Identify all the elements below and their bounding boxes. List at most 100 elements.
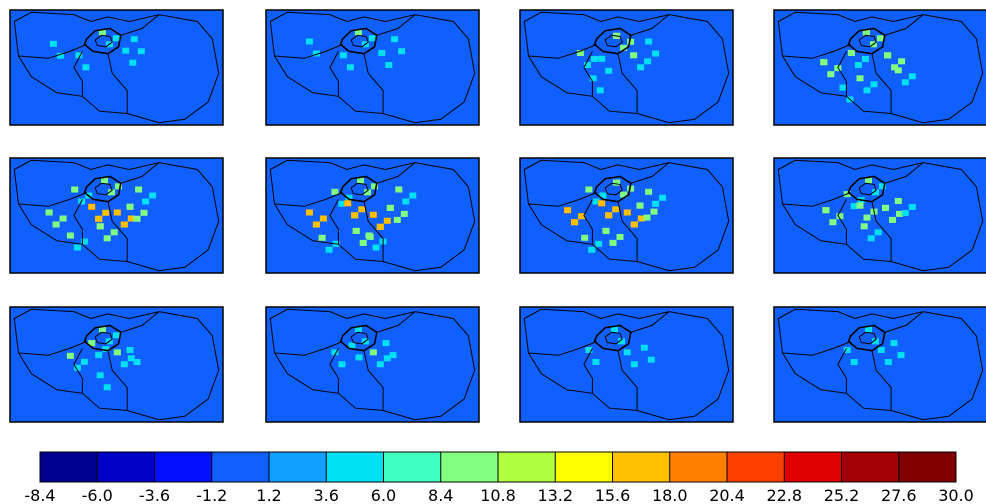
department-boundary — [18, 44, 87, 59]
map-panel — [265, 9, 480, 126]
data-cell — [822, 207, 830, 214]
city-boundary — [604, 331, 623, 345]
data-cell — [630, 221, 638, 228]
data-cell — [140, 209, 148, 216]
data-cell — [585, 347, 593, 353]
department-boundary — [528, 192, 597, 207]
panel-frame — [773, 157, 986, 274]
data-cell — [645, 188, 653, 195]
data-cell — [382, 340, 390, 347]
data-cell — [386, 204, 394, 211]
data-cell — [894, 198, 902, 204]
data-cell — [637, 215, 645, 222]
map-panel — [265, 306, 480, 423]
data-cell — [376, 361, 384, 368]
ring-boundary — [339, 27, 378, 55]
data-cell — [103, 235, 111, 242]
map-panel — [519, 157, 734, 274]
data-cell — [652, 50, 660, 57]
map-panel — [519, 306, 734, 423]
data-cell — [98, 29, 106, 36]
department-boundary — [630, 162, 670, 184]
data-cell — [355, 354, 363, 361]
data-cell — [879, 183, 886, 190]
data-cell — [365, 232, 373, 239]
data-cell — [901, 210, 909, 216]
department-boundary — [782, 44, 851, 59]
region-boundary — [13, 308, 220, 421]
data-cell — [897, 352, 905, 359]
data-cell — [571, 219, 579, 226]
data-cell — [409, 192, 417, 199]
data-cell — [383, 355, 391, 362]
city-boundary — [350, 331, 369, 345]
data-cell — [395, 186, 403, 193]
ring-boundary — [339, 175, 378, 203]
data-cell — [644, 58, 652, 65]
panel-frame — [519, 9, 734, 126]
department-boundary — [837, 199, 847, 245]
colorbar-segment — [154, 452, 213, 482]
department-boundary — [73, 199, 83, 245]
data-cell — [588, 246, 596, 253]
data-cell — [609, 239, 617, 246]
city-boundary — [858, 34, 877, 48]
data-cell — [135, 186, 143, 193]
department-boundary — [583, 51, 593, 97]
city-boundary — [858, 331, 877, 345]
department-boundary — [884, 311, 924, 333]
colorbar-segment — [211, 452, 270, 482]
colorbar-segment — [269, 452, 327, 482]
data-cell — [637, 64, 645, 71]
data-cell — [133, 215, 141, 222]
map-panel — [9, 9, 224, 126]
department-boundary — [363, 350, 384, 411]
data-cell — [898, 58, 906, 65]
panel-frame — [265, 9, 480, 126]
colorbar-tick-label: 8.4 — [428, 486, 453, 504]
data-cell — [630, 361, 638, 368]
data-cell — [884, 52, 892, 59]
region-boundary — [13, 159, 220, 272]
data-cell — [98, 326, 106, 333]
department-boundary — [617, 350, 638, 411]
map-panel — [773, 9, 986, 126]
data-cell — [856, 75, 864, 82]
data-cell — [882, 204, 889, 211]
data-cell — [372, 244, 380, 251]
department-boundary — [107, 350, 128, 411]
data-cell — [854, 62, 862, 68]
data-cell — [56, 52, 64, 59]
colorbar-tick-label: -6.0 — [82, 486, 113, 504]
data-cell — [643, 214, 651, 221]
colorbar-tick-label: 13.2 — [537, 486, 573, 504]
region-boundary — [523, 159, 730, 272]
data-cell — [122, 47, 130, 54]
department-boundary — [329, 51, 339, 97]
data-cell — [391, 36, 399, 43]
data-cell — [863, 214, 871, 221]
city-boundary — [350, 182, 369, 196]
data-cell — [393, 216, 401, 223]
colorbar-tick-label: 10.8 — [480, 486, 516, 504]
region-boundary — [269, 308, 476, 421]
data-cell — [312, 50, 320, 57]
data-cell — [96, 372, 104, 379]
map-panel — [773, 157, 986, 274]
colorbar-segment — [669, 452, 728, 482]
data-cell — [630, 52, 638, 59]
department-boundary — [274, 192, 343, 207]
data-cell — [312, 221, 320, 228]
department-boundary — [617, 53, 638, 114]
ring-boundary — [593, 324, 632, 352]
department-boundary — [528, 341, 597, 356]
data-cell — [149, 192, 157, 199]
colorbar-segment — [40, 452, 98, 482]
data-cell — [354, 29, 362, 36]
data-cell — [829, 219, 837, 226]
colorbar-tick-label: 18.0 — [652, 486, 688, 504]
data-cell — [346, 64, 354, 71]
data-cell — [318, 234, 326, 241]
data-cell — [71, 186, 79, 193]
data-cell — [850, 203, 858, 210]
